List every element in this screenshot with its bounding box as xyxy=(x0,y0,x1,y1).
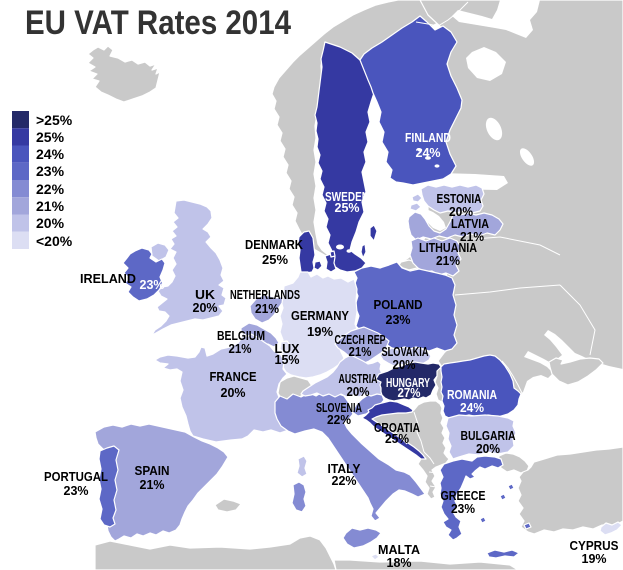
svg-text:22%: 22% xyxy=(332,473,357,488)
svg-text:BELGIUM: BELGIUM xyxy=(217,328,265,343)
svg-text:BULGARIA: BULGARIA xyxy=(461,428,516,443)
svg-text:AUSTRIA: AUSTRIA xyxy=(339,371,378,386)
svg-text:SLOVAKIA: SLOVAKIA xyxy=(382,344,429,359)
svg-text:SLOVENIA: SLOVENIA xyxy=(316,400,362,415)
svg-text:LITHUANIA: LITHUANIA xyxy=(419,240,478,255)
svg-text:23%: 23% xyxy=(140,277,165,292)
svg-text:MALTA: MALTA xyxy=(378,542,421,557)
svg-text:POLAND: POLAND xyxy=(374,297,423,312)
svg-text:21%: 21% xyxy=(436,253,460,268)
svg-text:DENMARK: DENMARK xyxy=(245,237,304,252)
svg-text:25%: 25% xyxy=(262,252,288,267)
svg-text:22%: 22% xyxy=(327,412,351,427)
svg-text:23%: 23% xyxy=(386,312,411,327)
svg-text:GREECE: GREECE xyxy=(441,488,486,503)
svg-text:23%: 23% xyxy=(451,501,475,516)
svg-text:EU VAT Rates 2014: EU VAT Rates 2014 xyxy=(25,4,291,42)
svg-text:CYPRUS: CYPRUS xyxy=(570,538,619,553)
svg-text:25%: 25% xyxy=(335,200,360,215)
svg-text:GERMANY: GERMANY xyxy=(291,308,349,323)
svg-text:24%: 24% xyxy=(460,400,484,415)
svg-text:PORTUGAL: PORTUGAL xyxy=(44,469,108,484)
svg-text:>25%: >25% xyxy=(36,112,73,128)
svg-text:NETHERLANDS: NETHERLANDS xyxy=(230,287,300,302)
svg-text:LATVIA: LATVIA xyxy=(451,216,489,231)
svg-text:24%: 24% xyxy=(416,145,441,160)
svg-text:21%: 21% xyxy=(140,477,165,492)
svg-text:20%: 20% xyxy=(449,204,473,219)
svg-text:21%: 21% xyxy=(229,341,252,356)
svg-text:CZECH REP: CZECH REP xyxy=(335,332,386,347)
svg-text:15%: 15% xyxy=(275,352,300,367)
svg-text:FRANCE: FRANCE xyxy=(210,369,257,384)
svg-text:21%: 21% xyxy=(36,198,65,214)
svg-text:<20%: <20% xyxy=(36,233,73,249)
svg-text:21%: 21% xyxy=(349,344,372,359)
svg-text:IRELAND: IRELAND xyxy=(80,271,136,286)
svg-text:19%: 19% xyxy=(582,551,607,566)
svg-text:25%: 25% xyxy=(385,431,409,446)
svg-text:21%: 21% xyxy=(460,229,484,244)
svg-text:SWEDEN: SWEDEN xyxy=(325,189,369,204)
svg-text:20%: 20% xyxy=(193,300,218,315)
svg-text:ROMANIA: ROMANIA xyxy=(447,387,497,402)
svg-text:ITALY: ITALY xyxy=(328,461,361,476)
svg-text:UK: UK xyxy=(195,287,216,302)
svg-text:20%: 20% xyxy=(347,384,370,399)
svg-text:HUNGARY: HUNGARY xyxy=(386,375,430,390)
svg-text:23%: 23% xyxy=(36,163,65,179)
svg-text:25%: 25% xyxy=(36,129,65,145)
svg-text:20%: 20% xyxy=(476,441,500,456)
svg-text:22%: 22% xyxy=(36,181,65,197)
svg-text:LUX: LUX xyxy=(275,341,300,356)
svg-text:23%: 23% xyxy=(64,483,89,498)
svg-text:20%: 20% xyxy=(36,215,65,231)
svg-text:SPAIN: SPAIN xyxy=(135,463,170,478)
svg-text:18%: 18% xyxy=(387,555,412,570)
svg-text:FINLAND: FINLAND xyxy=(405,130,451,145)
svg-text:21%: 21% xyxy=(255,301,279,316)
svg-text:27%: 27% xyxy=(398,385,421,400)
svg-text:CROATIA: CROATIA xyxy=(374,420,420,435)
svg-text:20%: 20% xyxy=(221,385,246,400)
svg-text:24%: 24% xyxy=(36,146,65,162)
svg-text:ESTONIA: ESTONIA xyxy=(437,191,482,206)
svg-text:19%: 19% xyxy=(307,324,333,339)
svg-text:20%: 20% xyxy=(393,357,416,372)
